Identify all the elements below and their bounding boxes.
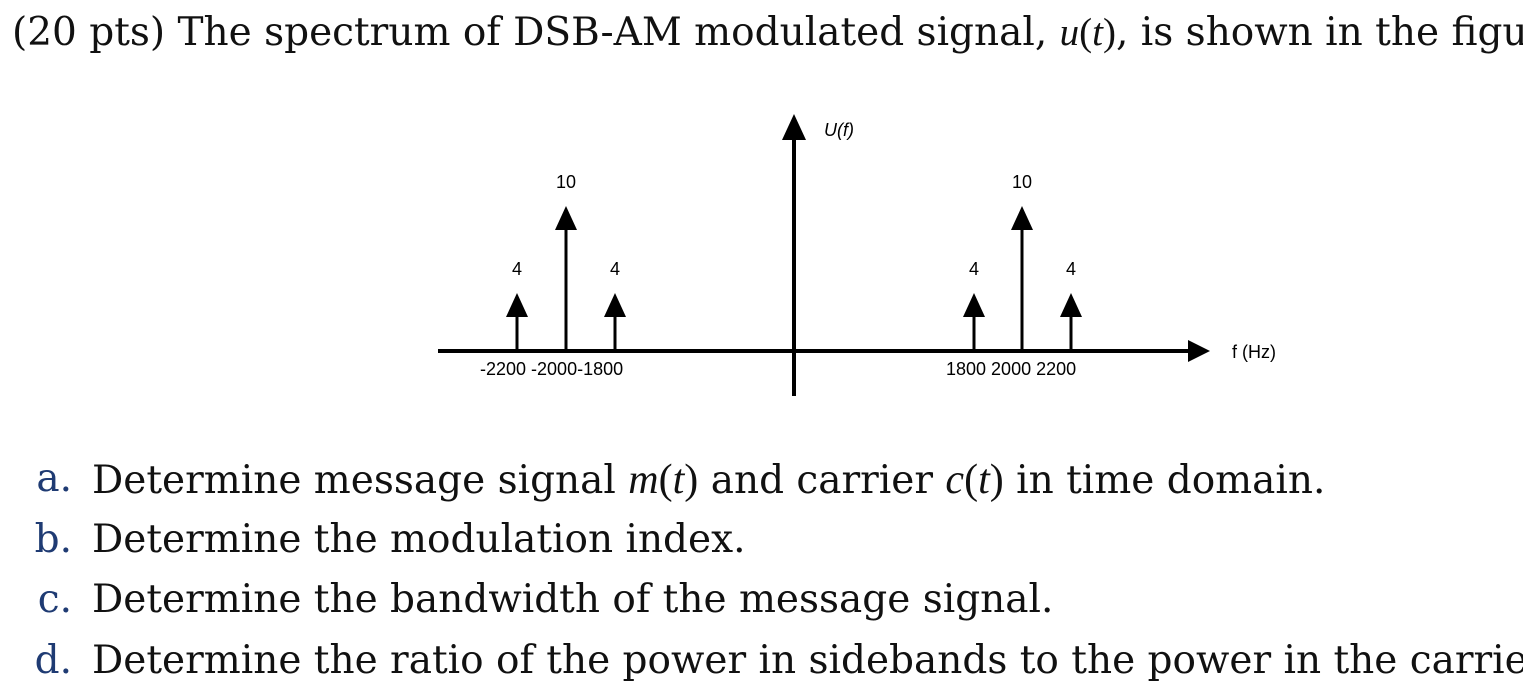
pos-tick-labels: 1800 2000 2200 [946, 359, 1076, 379]
impulse-arrowhead [1011, 206, 1033, 230]
question-text: Determine the bandwidth of the message s… [92, 577, 1053, 622]
spectrum-figure: U(f) f (Hz) -2200 -2000-1800 1800 2000 2… [438, 114, 1276, 396]
time-variable: t [1092, 11, 1103, 54]
question-fragment: and carrier [698, 458, 946, 503]
signal-symbol: u [1059, 11, 1080, 54]
question-fragment: ) [684, 457, 699, 503]
impulse-amplitude-label: 4 [969, 259, 979, 279]
impulse-amplitude-label: 10 [1012, 172, 1032, 192]
paren-open: ( [1079, 11, 1093, 54]
impulse-amplitude-label: 10 [556, 172, 576, 192]
problem-tail: , is shown in the figure. [1116, 10, 1523, 55]
question-text: Determine the modulation index. [92, 517, 746, 562]
question-marker: d. [34, 637, 72, 683]
question-marker: a. [36, 456, 72, 501]
impulse-amplitude-label: 4 [610, 259, 620, 279]
question-fragment: Determine the bandwidth of the message s… [92, 577, 1054, 622]
math-symbol: t [978, 457, 990, 503]
question-text: Determine message signal m(t) and carrie… [92, 456, 1325, 504]
axes: U(f) f (Hz) -2200 -2000-1800 1800 2000 2… [438, 114, 1276, 396]
question-fragment: ) [989, 457, 1004, 503]
paren-close: ) [1103, 11, 1116, 54]
frequency-axis-arrow [1188, 340, 1210, 362]
impulse-arrowhead [506, 293, 528, 317]
impulse-arrowhead [963, 293, 985, 317]
question-fragment: ( [964, 457, 979, 503]
math-symbol: m [628, 457, 659, 503]
neg-tick-labels: -2200 -2000-1800 [480, 359, 623, 379]
impulse-arrowhead [1060, 293, 1082, 317]
impulse-amplitude-label: 4 [1066, 259, 1076, 279]
question-fragment: Determine message signal [92, 458, 629, 503]
question-text: Determine the ratio of the power in side… [92, 638, 1523, 683]
question-marker: b. [34, 516, 72, 562]
impulse-arrowhead [604, 293, 626, 317]
math-symbol: c [945, 457, 965, 503]
question-fragment: Determine the modulation index. [92, 516, 746, 562]
math-symbol: t [672, 457, 685, 503]
magnitude-axis-arrow [782, 114, 806, 140]
problem-lead: (20 pts) The spectrum of DSB-AM modulate… [12, 10, 1060, 55]
impulses: 4 10 4 4 10 4 [506, 172, 1082, 351]
problem-statement: (20 pts) The spectrum of DSB-AM modulate… [12, 10, 1523, 55]
question-fragment: in time domain. [1003, 458, 1326, 503]
question-fragment: Determine the ratio of the power in side… [92, 637, 1523, 683]
impulse-arrowhead [555, 206, 577, 230]
y-axis-label: U(f) [824, 120, 854, 140]
question-fragment: ( [658, 457, 673, 503]
question-marker: c. [37, 577, 72, 622]
x-axis-label: f (Hz) [1232, 342, 1276, 362]
impulse-amplitude-label: 4 [512, 259, 522, 279]
